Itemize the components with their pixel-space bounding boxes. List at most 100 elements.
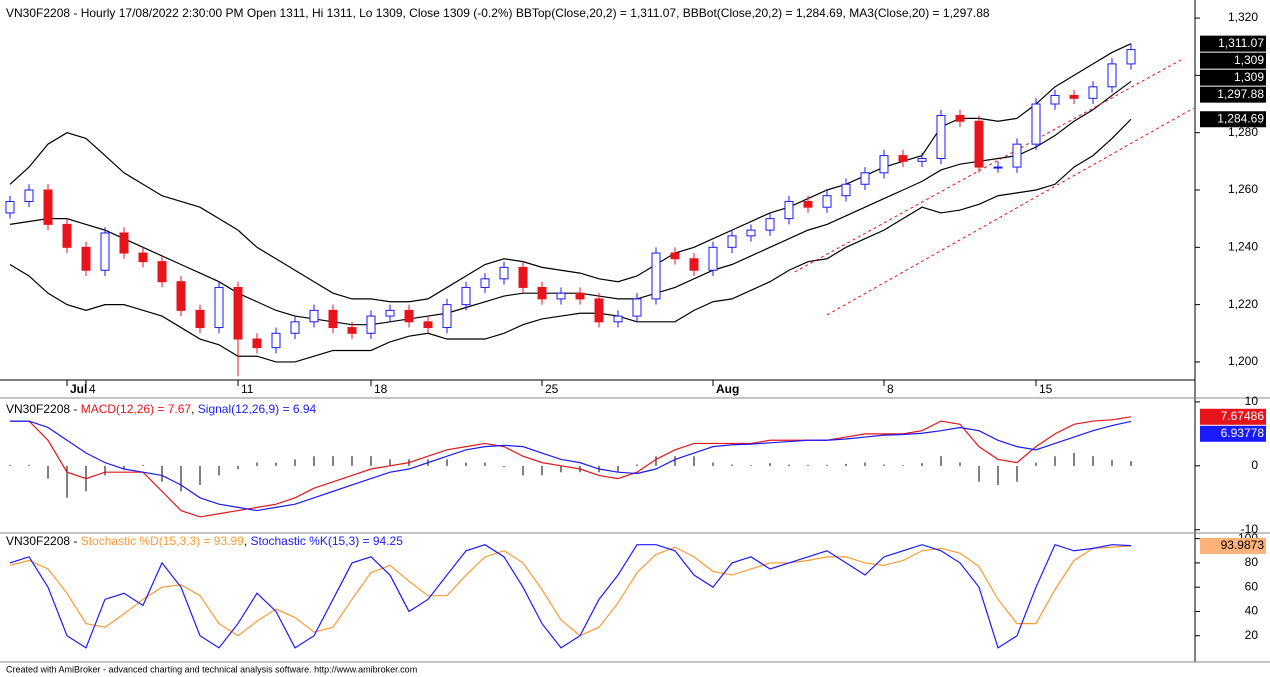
- candle-body: [233, 286, 243, 340]
- title-part: VN30F2208 -: [6, 402, 81, 416]
- candle-body: [1069, 94, 1079, 99]
- value-tag: [1200, 537, 1266, 554]
- candle-body: [1031, 103, 1041, 145]
- value-tag-label: 1,309: [1234, 70, 1264, 84]
- y-tick-label: 1,220: [1228, 297, 1258, 311]
- candle-body: [100, 232, 110, 271]
- value-tag-label: 1,309: [1234, 53, 1264, 67]
- candle-body: [632, 298, 642, 317]
- candle-body: [613, 315, 623, 323]
- y-tick-label: 1,320: [1228, 10, 1258, 24]
- candle-body: [822, 195, 832, 208]
- x-tick-label: 8: [887, 382, 894, 396]
- candle-body: [765, 218, 775, 231]
- candle-body: [138, 252, 148, 263]
- candle-body: [5, 200, 15, 214]
- candle-body: [290, 321, 300, 334]
- x-tick-label: 25: [545, 382, 559, 396]
- series-line: [9, 543, 1132, 649]
- trendline: [794, 57, 1185, 273]
- value-tag: [1200, 52, 1266, 69]
- candle-body: [974, 120, 984, 168]
- candle-body: [955, 114, 965, 122]
- candle-body: [119, 232, 129, 254]
- trendline: [826, 107, 1194, 316]
- y-tick-label: 60: [1245, 579, 1259, 593]
- value-tag-label: 6.93778: [1221, 426, 1265, 440]
- candle-body: [575, 292, 585, 300]
- candle-body: [841, 183, 851, 197]
- candle-body: [1050, 94, 1060, 105]
- candle-body: [936, 114, 946, 159]
- candle-body: [993, 166, 1003, 169]
- candle-body: [81, 246, 91, 271]
- y-tick-label: 20: [1245, 628, 1259, 642]
- candle-body: [1107, 63, 1117, 88]
- candle-body: [442, 304, 452, 329]
- value-tag: [1200, 69, 1266, 86]
- candle-body: [461, 286, 471, 306]
- candle-body: [328, 309, 338, 329]
- value-tag-label: 1,311.07: [1218, 36, 1264, 50]
- candle-body: [176, 281, 186, 311]
- value-tag: [1200, 408, 1266, 425]
- value-tag-label: 93.9873: [1221, 538, 1265, 552]
- candle-body: [43, 189, 53, 225]
- candle-body: [252, 338, 262, 349]
- title-part: MACD(12,26) = 7.67: [81, 402, 192, 416]
- title-part: ,: [191, 402, 198, 416]
- y-tick-label: 40: [1245, 604, 1259, 618]
- candle-body: [537, 286, 547, 300]
- candle-body: [480, 278, 490, 288]
- value-tag: [1200, 86, 1266, 103]
- candle-body: [195, 309, 205, 329]
- title-part: VN30F2208 -: [6, 534, 81, 548]
- price-title: VN30F2208 - Hourly 17/08/2022 2:30:00 PM…: [6, 6, 990, 20]
- candle-body: [917, 157, 927, 162]
- y-tick-label: 1,280: [1228, 125, 1258, 139]
- candle-body: [708, 246, 718, 271]
- x-tick-label: Aug: [716, 382, 739, 396]
- candle-body: [670, 252, 680, 260]
- candle-body: [651, 252, 661, 300]
- candle-body: [24, 189, 34, 202]
- candle-body: [689, 258, 699, 271]
- title-part: Stochastic %K(15,3) = 94.25: [250, 534, 403, 548]
- candle-body: [784, 200, 794, 220]
- candle-body: [556, 292, 566, 300]
- value-tag: [1200, 111, 1266, 128]
- series-line: [10, 420, 1132, 512]
- candle-body: [499, 266, 509, 280]
- series-line: [9, 80, 1132, 326]
- series-line: [10, 416, 1132, 518]
- candle-body: [214, 286, 224, 329]
- candle-body: [727, 235, 737, 248]
- y-tick-label: -10: [1241, 522, 1259, 536]
- candle-body: [1126, 49, 1136, 65]
- x-tick-label: 18: [374, 382, 388, 396]
- candle-body: [157, 261, 167, 283]
- y-tick-label: 1,240: [1228, 239, 1258, 253]
- candle-body: [879, 155, 889, 174]
- candle-body: [366, 315, 376, 334]
- candle-body: [803, 200, 813, 208]
- y-tick-label: 1,200: [1228, 354, 1258, 368]
- footer: Created with AmiBroker - advanced charti…: [6, 664, 417, 674]
- x-tick-label: 15: [1039, 382, 1053, 396]
- candle-body: [309, 309, 319, 323]
- x-tick-label: Jul: [70, 382, 87, 396]
- candle-body: [518, 266, 528, 288]
- pane-title: VN30F2208 - Stochastic %D(15,3,3) = 93.9…: [6, 534, 403, 548]
- value-tag-label: 1,284.69: [1217, 111, 1264, 125]
- pane-title: VN30F2208 - MACD(12,26) = 7.67, Signal(1…: [6, 402, 317, 416]
- value-tag-label: 1,297.88: [1217, 87, 1264, 101]
- candle-body: [1012, 143, 1022, 168]
- title-part: ,: [244, 534, 251, 548]
- candle-body: [271, 332, 281, 349]
- x-tick-label: 11: [241, 382, 254, 396]
- candle-body: [860, 172, 870, 185]
- y-tick-label: 0: [1251, 458, 1258, 472]
- y-tick-label: 1,260: [1228, 182, 1258, 196]
